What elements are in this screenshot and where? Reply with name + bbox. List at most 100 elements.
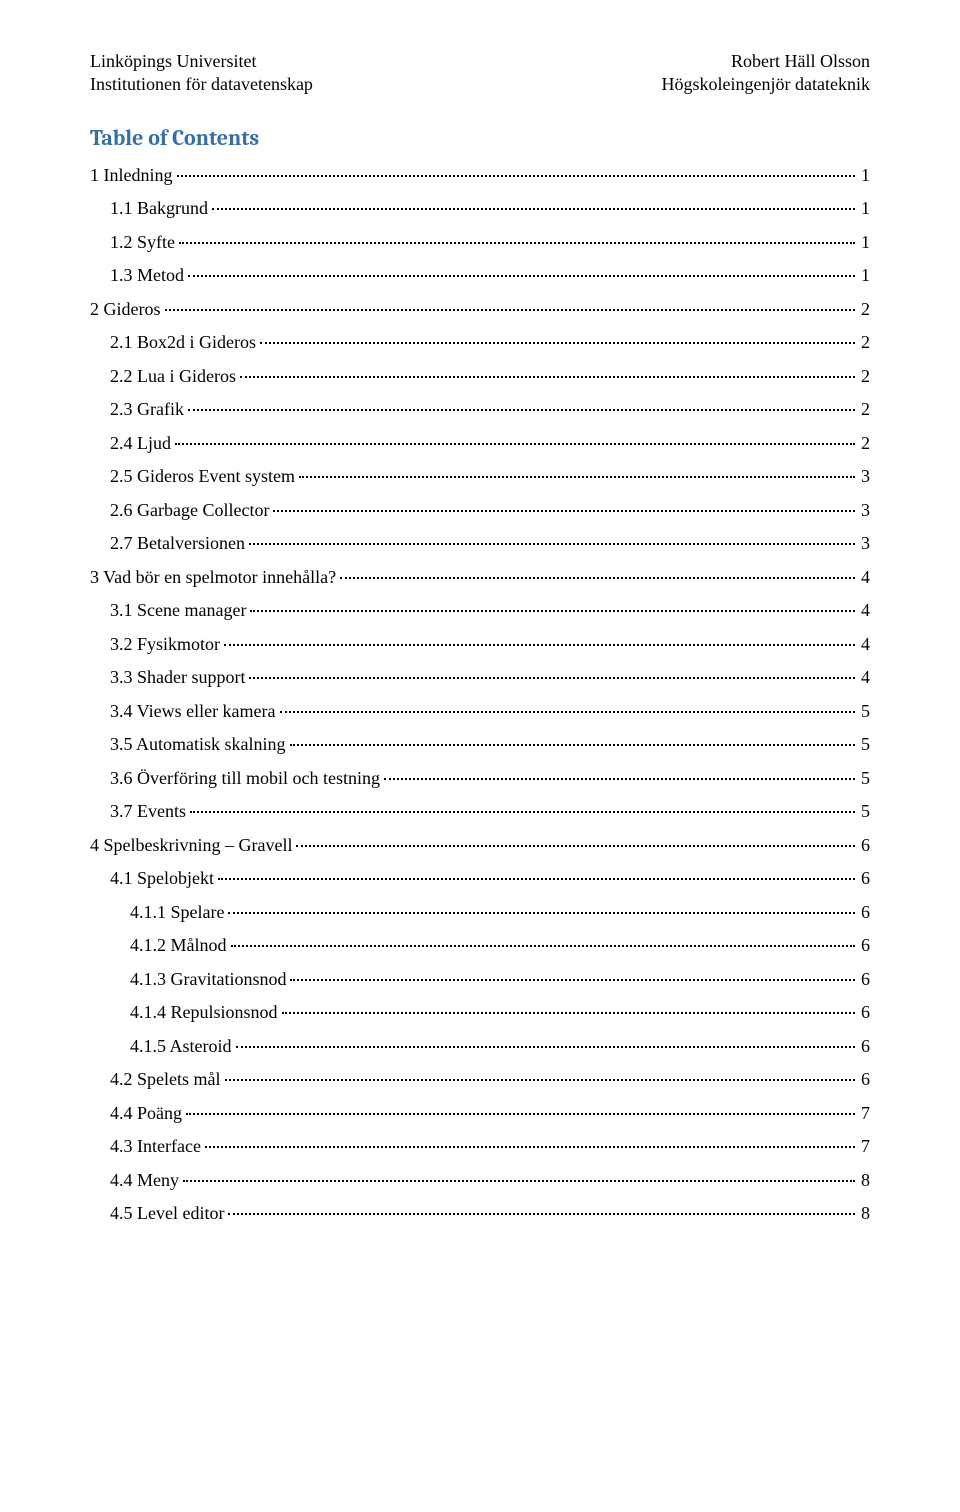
- toc-entry-page: 5: [857, 768, 870, 789]
- toc-entry-page: 4: [857, 567, 870, 588]
- toc-row: 1 Inledning 1: [90, 165, 870, 186]
- toc-list: 1 Inledning 11.1 Bakgrund 11.2 Syfte 11.…: [90, 165, 870, 1225]
- toc-entry-label: 2.6 Garbage Collector: [110, 500, 271, 521]
- toc-leader: [280, 711, 855, 713]
- toc-entry-label: 3.6 Överföring till mobil och testning: [110, 768, 382, 789]
- toc-leader: [175, 443, 855, 445]
- toc-row: 4.2 Spelets mål 6: [90, 1069, 870, 1090]
- toc-leader: [273, 510, 855, 512]
- toc-entry-page: 6: [857, 969, 870, 990]
- toc-entry-label: 3.4 Views eller kamera: [110, 701, 278, 722]
- toc-entry-page: 6: [857, 902, 870, 923]
- toc-entry-page: 6: [857, 868, 870, 889]
- toc-entry-label: 3.1 Scene manager: [110, 600, 248, 621]
- toc-leader: [183, 1180, 855, 1182]
- toc-leader: [290, 744, 856, 746]
- toc-entry-label: 1.2 Syfte: [110, 232, 177, 253]
- toc-entry-page: 2: [857, 332, 870, 353]
- toc-entry-page: 5: [857, 734, 870, 755]
- toc-entry-label: 4.1 Spelobjekt: [110, 868, 216, 889]
- toc-leader: [236, 1046, 856, 1048]
- toc-entry-page: 3: [857, 500, 870, 521]
- toc-entry-label: 3.7 Events: [110, 801, 188, 822]
- toc-entry-label: 4.4 Meny: [110, 1170, 181, 1191]
- toc-entry-label: 3.3 Shader support: [110, 667, 247, 688]
- toc-row: 4.5 Level editor 8: [90, 1203, 870, 1224]
- header-left: Linköpings Universitet Institutionen för…: [90, 50, 313, 97]
- page-header: Linköpings Universitet Institutionen för…: [90, 50, 870, 97]
- toc-row: 3.1 Scene manager 4: [90, 600, 870, 621]
- toc-entry-page: 1: [857, 265, 870, 286]
- toc-leader: [249, 677, 855, 679]
- toc-row: 3.7 Events 5: [90, 801, 870, 822]
- toc-entry-label: 4.1.2 Målnod: [130, 935, 229, 956]
- toc-leader: [218, 878, 855, 880]
- toc-entry-page: 7: [857, 1136, 870, 1157]
- toc-leader: [228, 912, 855, 914]
- toc-row: 4.4 Meny 8: [90, 1170, 870, 1191]
- toc-leader: [205, 1146, 855, 1148]
- toc-entry-label: 2.2 Lua i Gideros: [110, 366, 238, 387]
- toc-row: 2.4 Ljud 2: [90, 433, 870, 454]
- toc-row: 4.3 Interface 7: [90, 1136, 870, 1157]
- toc-row: 2.2 Lua i Gideros 2: [90, 366, 870, 387]
- toc-entry-label: 4.1.1 Spelare: [130, 902, 226, 923]
- toc-entry-label: 2.5 Gideros Event system: [110, 466, 297, 487]
- toc-entry-page: 4: [857, 667, 870, 688]
- toc-leader: [250, 610, 855, 612]
- toc-leader: [212, 208, 855, 210]
- toc-leader: [384, 778, 855, 780]
- toc-entry-label: 4.1.5 Asteroid: [130, 1036, 234, 1057]
- toc-entry-page: 7: [857, 1103, 870, 1124]
- toc-entry-label: 3.2 Fysikmotor: [110, 634, 222, 655]
- toc-row: 4.1.3 Gravitationsnod 6: [90, 969, 870, 990]
- toc-entry-label: 2.3 Grafik: [110, 399, 186, 420]
- toc-leader: [290, 979, 855, 981]
- toc-row: 4.4 Poäng 7: [90, 1103, 870, 1124]
- toc-leader: [177, 175, 856, 177]
- toc-row: 1.2 Syfte 1: [90, 232, 870, 253]
- toc-entry-page: 8: [857, 1170, 870, 1191]
- header-right: Robert Häll Olsson Högskoleingenjör data…: [662, 50, 870, 97]
- toc-row: 4.1.2 Målnod 6: [90, 935, 870, 956]
- toc-row: 4 Spelbeskrivning – Gravell 6: [90, 835, 870, 856]
- toc-entry-page: 3: [857, 533, 870, 554]
- toc-entry-label: 2.1 Box2d i Gideros: [110, 332, 258, 353]
- toc-entry-label: 4.5 Level editor: [110, 1203, 226, 1224]
- toc-row: 4.1.5 Asteroid 6: [90, 1036, 870, 1057]
- toc-leader: [188, 409, 855, 411]
- toc-row: 3 Vad bör en spelmotor innehålla? 4: [90, 567, 870, 588]
- toc-entry-label: 4 Spelbeskrivning – Gravell: [90, 835, 294, 856]
- toc-entry-label: 4.1.4 Repulsionsnod: [130, 1002, 280, 1023]
- toc-entry-label: 4.1.3 Gravitationsnod: [130, 969, 288, 990]
- toc-entry-page: 6: [857, 835, 870, 856]
- toc-leader: [249, 543, 855, 545]
- toc-row: 3.3 Shader support 4: [90, 667, 870, 688]
- toc-leader: [299, 476, 855, 478]
- toc-leader: [190, 811, 855, 813]
- toc-leader: [260, 342, 855, 344]
- toc-entry-page: 5: [857, 701, 870, 722]
- toc-leader: [282, 1012, 855, 1014]
- toc-entry-page: 4: [857, 634, 870, 655]
- toc-entry-page: 6: [857, 935, 870, 956]
- toc-leader: [186, 1113, 855, 1115]
- toc-row: 3.4 Views eller kamera 5: [90, 701, 870, 722]
- toc-row: 2 Gideros 2: [90, 299, 870, 320]
- toc-entry-page: 2: [857, 433, 870, 454]
- toc-entry-label: 1 Inledning: [90, 165, 175, 186]
- document-page: Linköpings Universitet Institutionen för…: [0, 0, 960, 1512]
- toc-row: 2.6 Garbage Collector 3: [90, 500, 870, 521]
- toc-leader: [296, 845, 855, 847]
- toc-entry-page: 2: [857, 399, 870, 420]
- toc-entry-label: 4.2 Spelets mål: [110, 1069, 223, 1090]
- toc-row: 1.1 Bakgrund 1: [90, 198, 870, 219]
- toc-entry-page: 6: [857, 1036, 870, 1057]
- toc-leader: [340, 577, 855, 579]
- toc-leader: [240, 376, 855, 378]
- toc-entry-page: 8: [857, 1203, 870, 1224]
- toc-row: 2.5 Gideros Event system 3: [90, 466, 870, 487]
- toc-leader: [188, 275, 855, 277]
- header-right-line2: Högskoleingenjör datateknik: [662, 73, 870, 96]
- toc-row: 2.7 Betalversionen 3: [90, 533, 870, 554]
